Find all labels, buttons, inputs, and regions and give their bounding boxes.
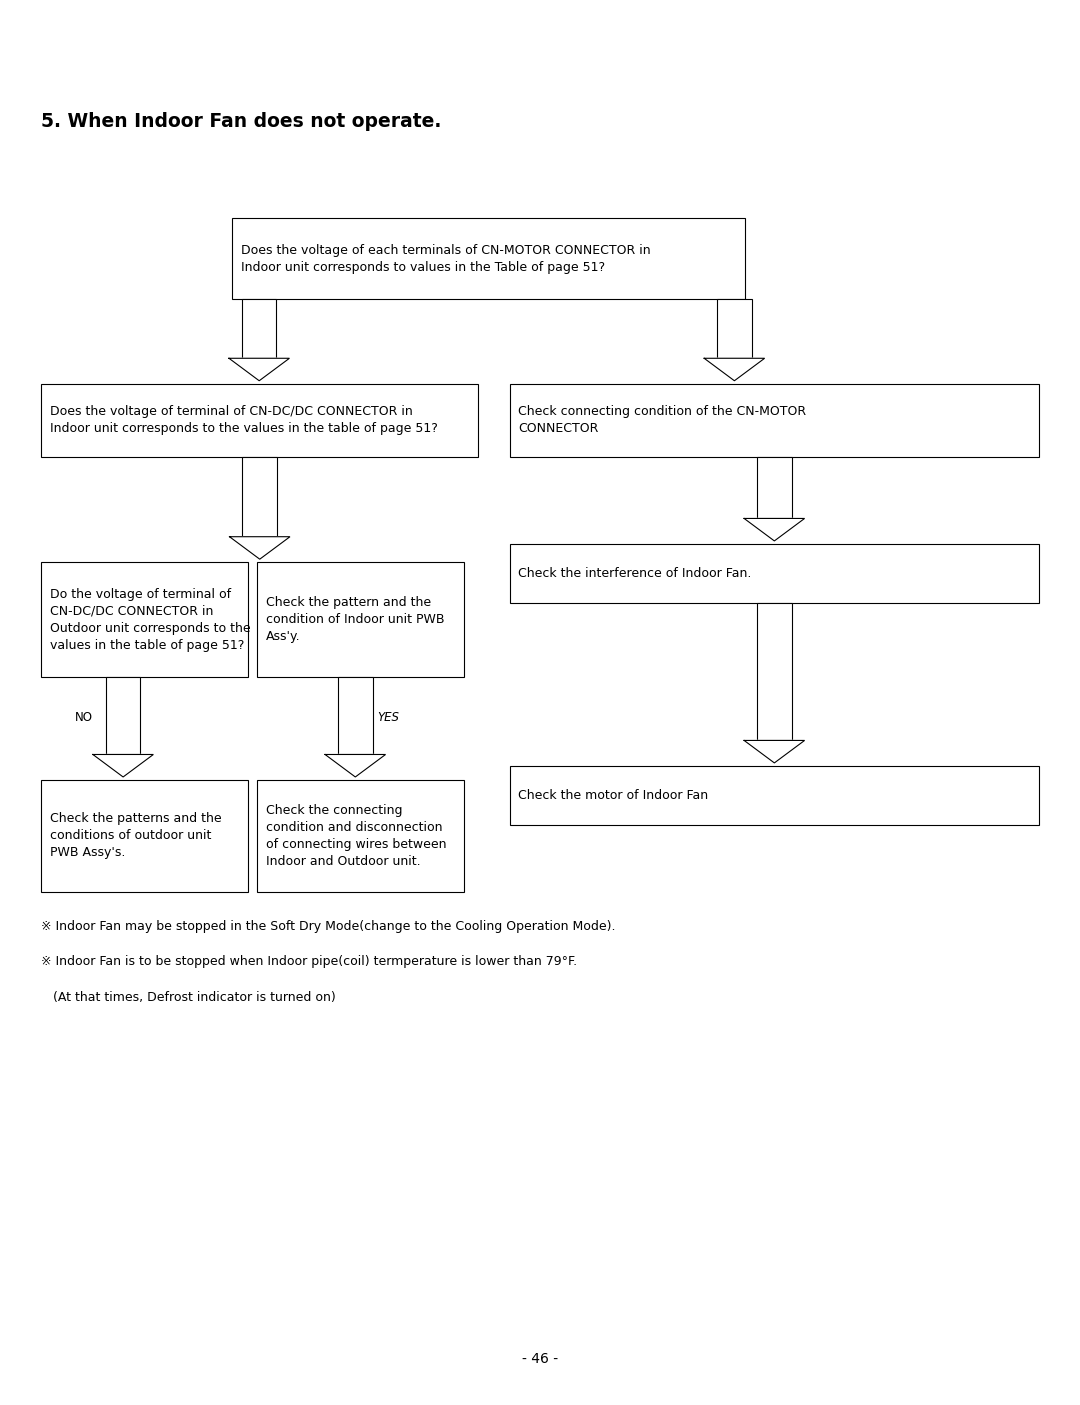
Bar [41, 562, 248, 677]
Text: NO: NO [75, 711, 93, 724]
Bar [510, 384, 1039, 457]
Polygon shape [704, 358, 765, 381]
Bar [717, 299, 752, 358]
Text: Check the patterns and the
conditions of outdoor unit
PWB Assy's.: Check the patterns and the conditions of… [50, 812, 221, 860]
Text: 5. When Indoor Fan does not operate.: 5. When Indoor Fan does not operate. [41, 112, 442, 132]
Text: Does the voltage of each terminals of CN-MOTOR CONNECTOR in
Indoor unit correspo: Does the voltage of each terminals of CN… [241, 243, 650, 274]
Polygon shape [744, 518, 805, 541]
Polygon shape [325, 754, 386, 777]
Bar [41, 780, 248, 892]
Bar [41, 384, 478, 457]
Text: Check connecting condition of the CN-MOTOR
CONNECTOR: Check connecting condition of the CN-MOT… [518, 405, 807, 436]
Text: Check the connecting
condition and disconnection
of connecting wires between
Ind: Check the connecting condition and disco… [266, 804, 446, 868]
Polygon shape [744, 740, 805, 763]
Bar [510, 544, 1039, 603]
Text: Do the voltage of terminal of
CN-DC/DC CONNECTOR in
Outdoor unit corresponds to : Do the voltage of terminal of CN-DC/DC C… [50, 587, 251, 652]
Text: Check the motor of Indoor Fan: Check the motor of Indoor Fan [518, 788, 708, 802]
Text: YES: YES [377, 711, 399, 724]
Bar [232, 218, 745, 299]
Bar [106, 677, 140, 754]
Text: Check the pattern and the
condition of Indoor unit PWB
Ass'y.: Check the pattern and the condition of I… [266, 596, 444, 643]
Bar [257, 562, 464, 677]
Text: Does the voltage of terminal of CN-DC/DC CONNECTOR in
Indoor unit corresponds to: Does the voltage of terminal of CN-DC/DC… [50, 405, 437, 436]
Bar [757, 603, 792, 740]
Bar [510, 766, 1039, 825]
Text: Check the interference of Indoor Fan.: Check the interference of Indoor Fan. [518, 566, 752, 580]
Polygon shape [93, 754, 153, 777]
Polygon shape [230, 537, 289, 559]
Polygon shape [229, 358, 289, 381]
Bar [338, 677, 373, 754]
Bar [242, 299, 276, 358]
Text: ※ Indoor Fan may be stopped in the Soft Dry Mode(change to the Cooling Operation: ※ Indoor Fan may be stopped in the Soft … [41, 920, 616, 933]
Bar [243, 457, 278, 537]
Bar [757, 457, 792, 518]
Bar [257, 780, 464, 892]
Text: (At that times, Defrost indicator is turned on): (At that times, Defrost indicator is tur… [41, 991, 336, 1003]
Text: - 46 -: - 46 - [522, 1352, 558, 1366]
Text: ※ Indoor Fan is to be stopped when Indoor pipe(coil) termperature is lower than : ※ Indoor Fan is to be stopped when Indoo… [41, 955, 577, 968]
